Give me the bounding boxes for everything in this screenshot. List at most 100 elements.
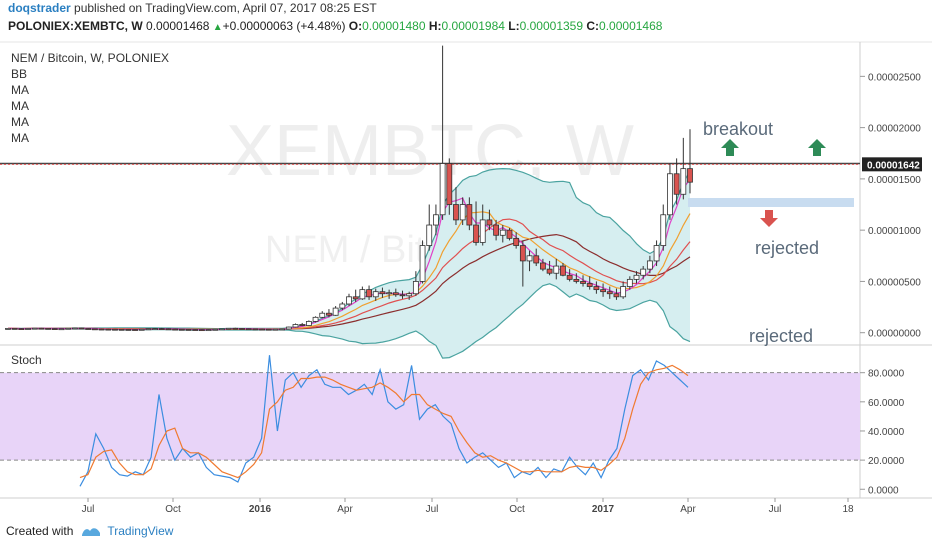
close-label: C: <box>586 19 600 33</box>
candle <box>533 255 540 264</box>
candle <box>178 328 185 331</box>
candle <box>5 327 11 330</box>
candle <box>272 328 279 331</box>
candle <box>419 245 426 282</box>
legend-ma-1: MA <box>11 83 29 97</box>
candle <box>58 328 65 331</box>
candle <box>98 328 105 331</box>
bollinger-band-fill <box>8 168 690 359</box>
time-tick-label: Apr <box>337 504 353 515</box>
candle <box>265 328 272 331</box>
stoch-tick-label: 20.0000 <box>868 456 905 467</box>
candle <box>252 328 259 331</box>
candles-group <box>5 45 693 332</box>
candle <box>466 204 473 226</box>
low-value: 0.00001359 <box>519 19 584 33</box>
candle <box>560 265 566 276</box>
candle <box>11 327 18 330</box>
stoch-tick-label: 60.0000 <box>868 398 905 409</box>
candle <box>640 268 647 276</box>
created-with-text: Created with <box>6 524 74 538</box>
time-tick-label: Jul <box>769 504 782 515</box>
arrow-up-icon <box>721 139 739 156</box>
candle <box>406 293 413 297</box>
time-tick-label: 18 <box>842 504 854 515</box>
candle <box>192 329 199 331</box>
candle <box>439 163 446 216</box>
candle <box>593 286 600 291</box>
price-tick-label: 0.00000000 <box>868 329 921 340</box>
stoch-axis: 80.0000 60.0000 40.0000 20.0000 0.0000 <box>860 369 905 496</box>
watermark-symbol: XEMBTC, W <box>226 111 634 191</box>
candle <box>65 327 72 330</box>
candle <box>633 274 640 280</box>
candle <box>118 328 125 331</box>
high-label: H: <box>428 19 442 33</box>
candle <box>38 327 45 330</box>
candle <box>25 328 31 330</box>
price-tick-label: 0.00001500 <box>868 175 921 186</box>
stoch-k-line <box>79 355 689 487</box>
candle <box>379 291 386 295</box>
author-link[interactable]: doqstrader <box>8 1 71 15</box>
candle <box>613 293 620 298</box>
price-axis: 0.00002500 0.00002000 0.00001500 0.00001000… <box>860 72 921 340</box>
candle <box>653 245 660 262</box>
tradingview-link[interactable]: TradingView <box>107 524 174 538</box>
tradingview-logo-icon <box>82 528 101 536</box>
close-value: 0.00001468 <box>599 19 663 33</box>
candle <box>372 291 379 298</box>
candle <box>359 289 366 300</box>
candle <box>18 328 25 330</box>
candle <box>426 224 433 246</box>
low-label: L: <box>508 19 520 33</box>
time-tick-label: Jul <box>426 504 439 515</box>
arrow-down-icon <box>760 210 778 227</box>
candle <box>600 289 606 293</box>
candle <box>459 204 466 221</box>
candle <box>51 328 58 330</box>
arrow-up-icon <box>808 139 826 156</box>
candle <box>132 329 138 331</box>
price-tick-label: 0.00001000 <box>868 226 921 237</box>
candle <box>453 204 459 221</box>
candle <box>680 168 687 195</box>
candle <box>158 328 165 330</box>
candle <box>620 286 627 298</box>
candle <box>486 219 493 226</box>
current-price-badge <box>862 157 922 172</box>
current-price-label: 0.00001642 <box>867 160 920 171</box>
candle <box>112 328 118 331</box>
price-change: +0.00000063 (+4.48%) <box>222 19 346 33</box>
candle <box>506 229 513 239</box>
time-tick-label: Oct <box>509 504 525 515</box>
stoch-band-fill <box>0 372 860 461</box>
candle <box>165 328 172 331</box>
last-price: 0.00001468 <box>146 19 210 33</box>
candle <box>626 278 633 287</box>
candle <box>199 329 205 332</box>
candle <box>292 324 299 328</box>
candle <box>85 328 92 330</box>
price-tick-label: 0.00002500 <box>868 72 921 83</box>
candle <box>580 281 586 284</box>
candle <box>259 328 265 331</box>
stoch-tick-label: 80.0000 <box>868 369 905 380</box>
symbol-name: POLONIEX:XEMBTC, W <box>8 19 143 33</box>
stoch-tick-label: 40.0000 <box>868 427 905 438</box>
time-tick-label: 2016 <box>249 504 272 515</box>
candle <box>540 262 546 270</box>
candle <box>499 229 506 236</box>
candle <box>573 278 580 282</box>
footer: Created with TradingView <box>6 524 173 538</box>
candle <box>105 328 112 331</box>
candle <box>660 214 667 246</box>
up-triangle-icon: ▲ <box>212 22 223 33</box>
candle <box>412 281 419 295</box>
candle <box>326 312 332 316</box>
candle <box>673 173 680 195</box>
rejection-zone <box>688 198 854 207</box>
candle <box>305 321 312 326</box>
candle <box>212 328 219 331</box>
open-value: 0.00001480 <box>362 19 426 33</box>
